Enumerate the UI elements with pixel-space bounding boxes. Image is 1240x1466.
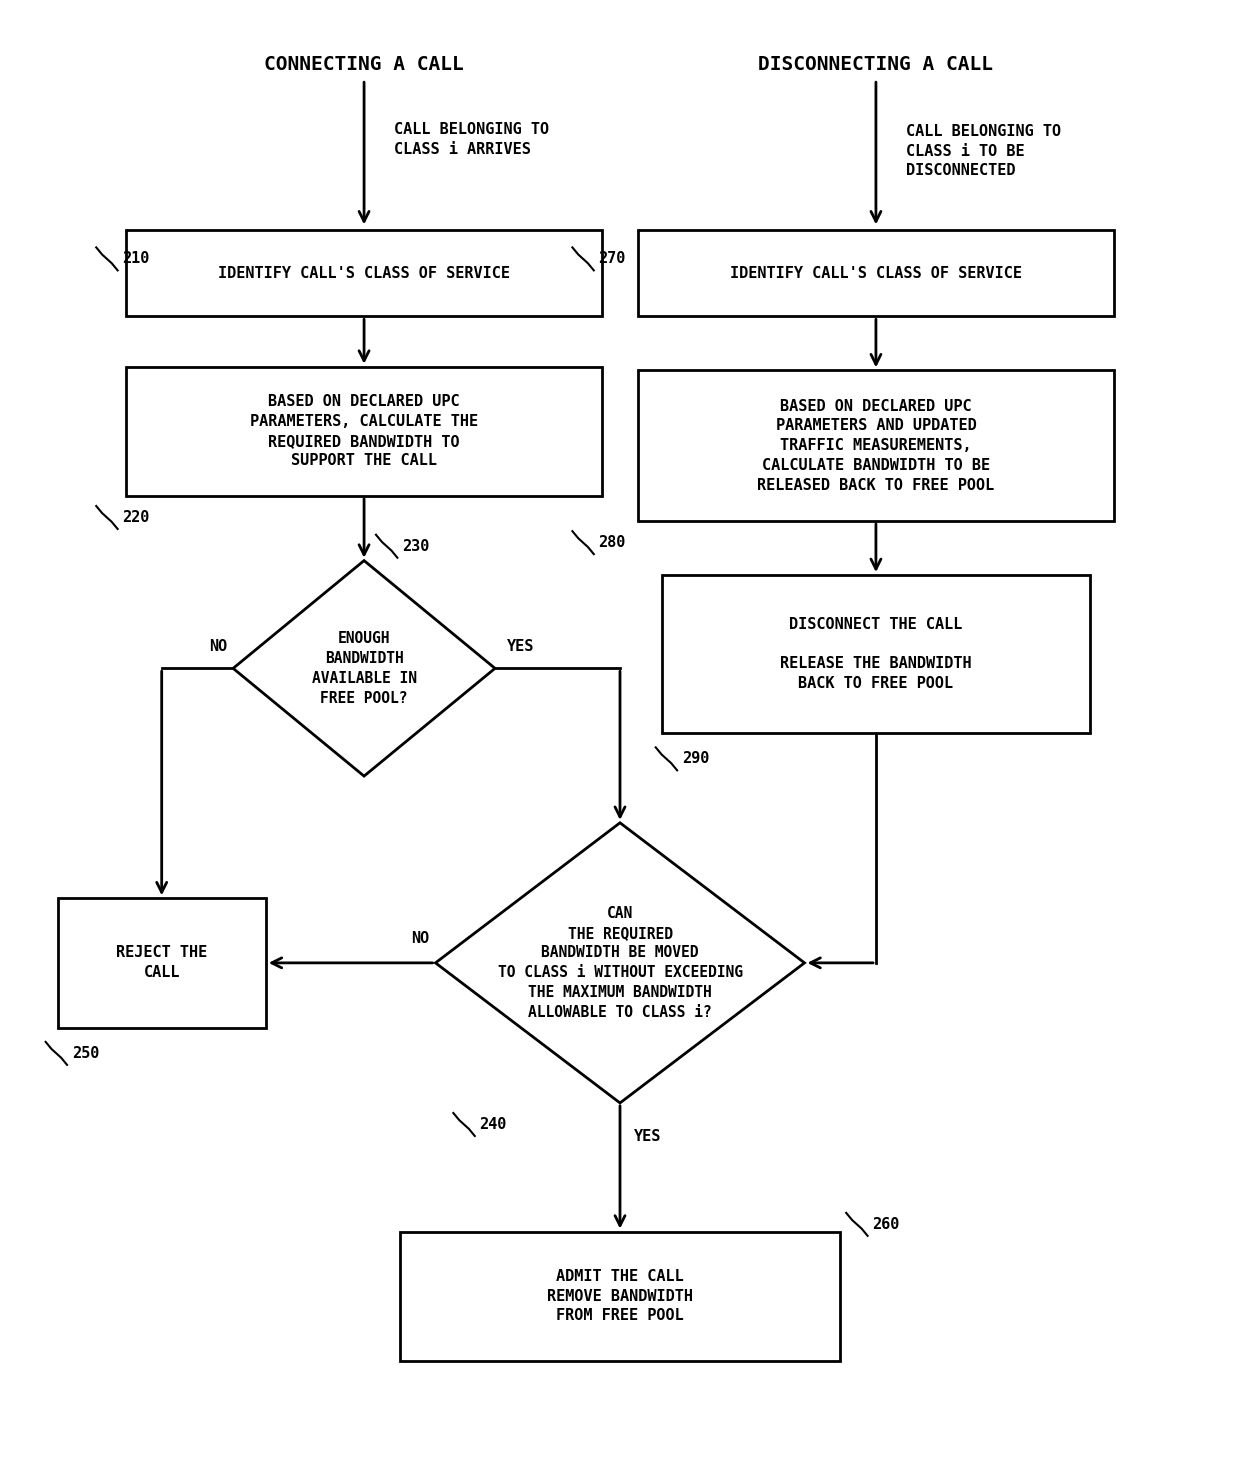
Text: CALL BELONGING TO
CLASS i TO BE
DISCONNECTED: CALL BELONGING TO CLASS i TO BE DISCONNE… (905, 123, 1061, 179)
Text: CONNECTING A CALL: CONNECTING A CALL (264, 56, 464, 75)
Polygon shape (435, 822, 805, 1102)
Text: BASED ON DECLARED UPC
PARAMETERS AND UPDATED
TRAFFIC MEASUREMENTS,
CALCULATE BAN: BASED ON DECLARED UPC PARAMETERS AND UPD… (758, 399, 994, 493)
Text: CALL BELONGING TO
CLASS i ARRIVES: CALL BELONGING TO CLASS i ARRIVES (394, 122, 549, 157)
Text: YES: YES (635, 1129, 662, 1143)
Text: IDENTIFY CALL'S CLASS OF SERVICE: IDENTIFY CALL'S CLASS OF SERVICE (218, 265, 510, 281)
Text: CAN
THE REQUIRED
BANDWIDTH BE MOVED
TO CLASS i WITHOUT EXCEEDING
THE MAXIMUM BAN: CAN THE REQUIRED BANDWIDTH BE MOVED TO C… (497, 906, 743, 1020)
Text: BASED ON DECLARED UPC
PARAMETERS, CALCULATE THE
REQUIRED BANDWIDTH TO
SUPPORT TH: BASED ON DECLARED UPC PARAMETERS, CALCUL… (250, 394, 479, 469)
FancyBboxPatch shape (399, 1231, 841, 1360)
Text: 260: 260 (873, 1217, 900, 1231)
Text: DISCONNECT THE CALL

RELEASE THE BANDWIDTH
BACK TO FREE POOL: DISCONNECT THE CALL RELEASE THE BANDWIDT… (780, 617, 972, 690)
FancyBboxPatch shape (637, 230, 1114, 317)
Text: 250: 250 (72, 1045, 99, 1061)
Text: 230: 230 (402, 538, 429, 554)
Polygon shape (233, 560, 495, 776)
Text: 210: 210 (123, 251, 150, 267)
Text: ADMIT THE CALL
REMOVE BANDWIDTH
FROM FREE POOL: ADMIT THE CALL REMOVE BANDWIDTH FROM FRE… (547, 1270, 693, 1324)
Text: 240: 240 (480, 1117, 507, 1132)
Text: 220: 220 (123, 510, 150, 525)
Text: 290: 290 (682, 752, 709, 767)
FancyBboxPatch shape (637, 371, 1114, 520)
Text: YES: YES (507, 639, 534, 654)
Text: NO: NO (412, 931, 429, 946)
Text: IDENTIFY CALL'S CLASS OF SERVICE: IDENTIFY CALL'S CLASS OF SERVICE (730, 265, 1022, 281)
FancyBboxPatch shape (662, 575, 1090, 733)
Text: ENOUGH
BANDWIDTH
AVAILABLE IN
FREE POOL?: ENOUGH BANDWIDTH AVAILABLE IN FREE POOL? (311, 632, 417, 705)
FancyBboxPatch shape (126, 366, 603, 496)
Text: 270: 270 (599, 251, 626, 267)
Text: 280: 280 (599, 535, 626, 550)
Text: DISCONNECTING A CALL: DISCONNECTING A CALL (759, 56, 993, 75)
Text: REJECT THE
CALL: REJECT THE CALL (117, 946, 207, 981)
Text: NO: NO (208, 639, 227, 654)
FancyBboxPatch shape (57, 899, 265, 1028)
FancyBboxPatch shape (126, 230, 603, 317)
